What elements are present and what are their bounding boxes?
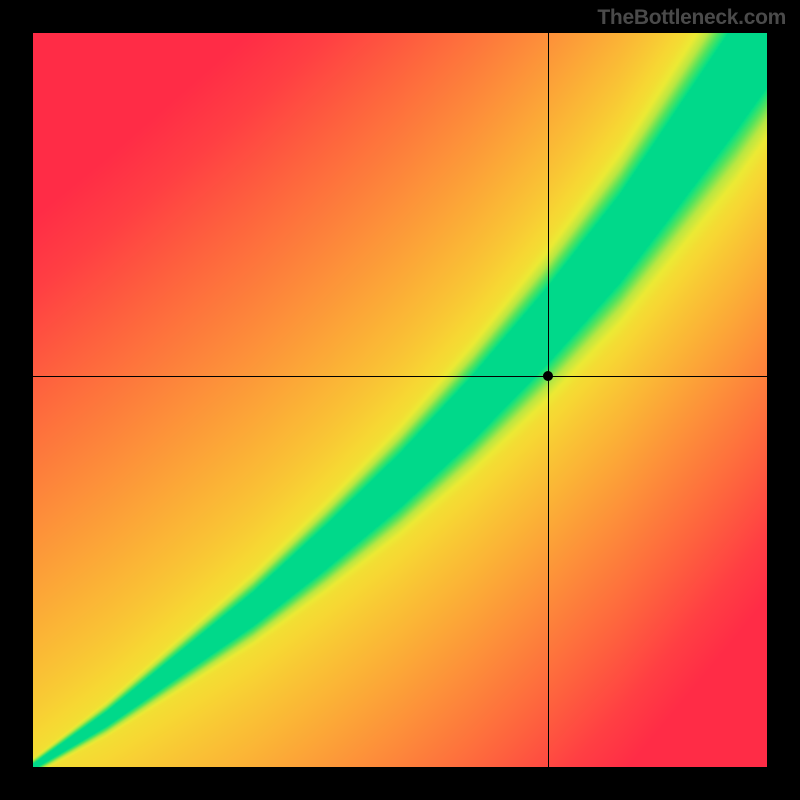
datapoint-marker: [543, 371, 553, 381]
crosshair-horizontal: [33, 376, 767, 377]
watermark: TheBottleneck.com: [597, 6, 786, 30]
heatmap-plot: [33, 33, 767, 767]
crosshair-vertical: [548, 33, 549, 767]
heatmap-canvas: [33, 33, 767, 767]
